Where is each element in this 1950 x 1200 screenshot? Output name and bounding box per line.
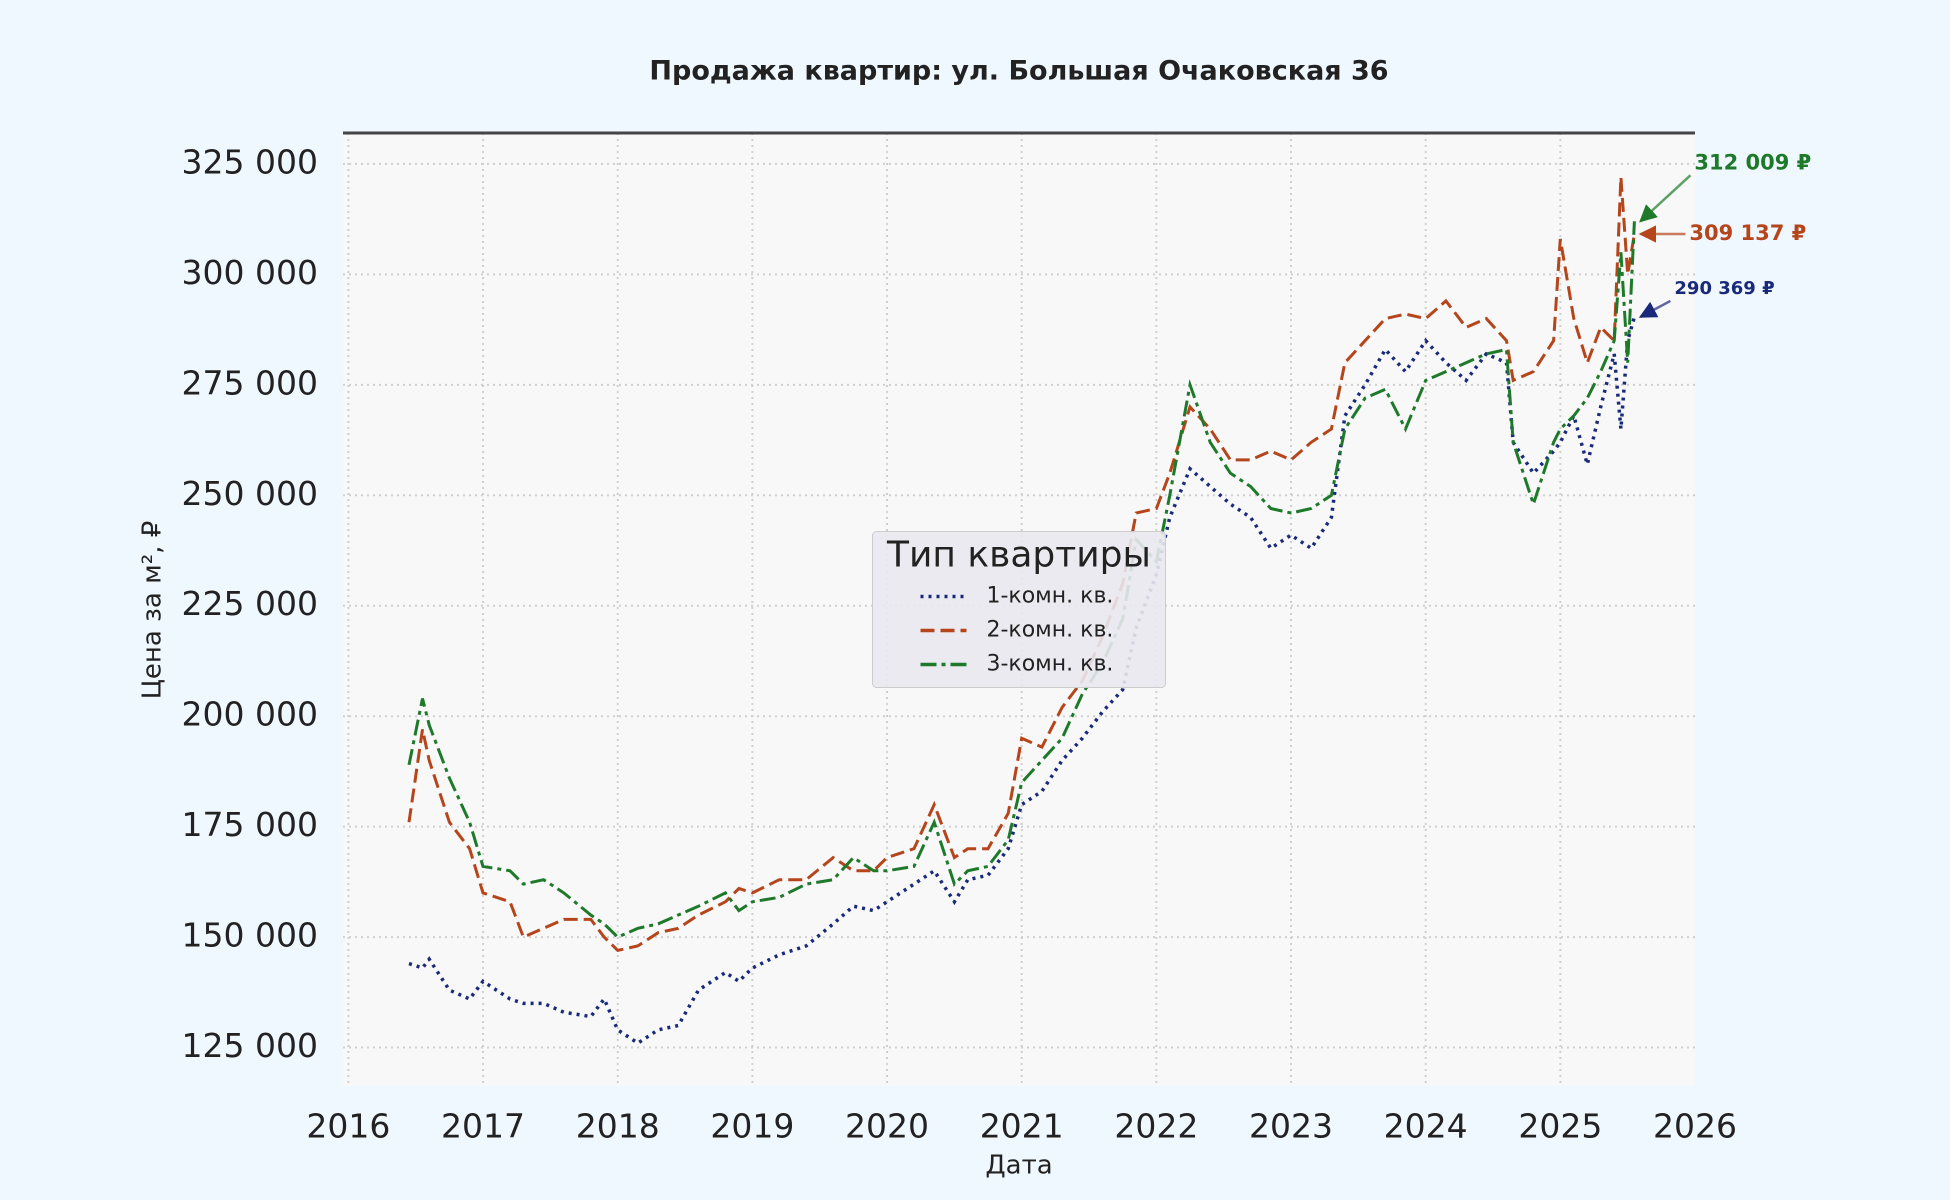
y-tick-label: 300 000 (182, 253, 318, 292)
legend-box (872, 531, 1166, 688)
x-axis-label: Дата (985, 1151, 1052, 1181)
x-tick-label: 2025 (1518, 1107, 1602, 1146)
y-axis-label: Цена за м², ₽ (138, 521, 168, 700)
x-tick-label: 2020 (845, 1107, 929, 1146)
annotation: 312 009 ₽ (1694, 150, 1811, 174)
legend: Тип квартиры 1-комн. кв. 2-комн. кв. 3-комн… (872, 531, 1166, 688)
x-tick-label: 2019 (710, 1107, 794, 1146)
annotation: 290 369 ₽ (1674, 278, 1774, 299)
legend-title: Тип квартиры (886, 535, 1151, 576)
x-tick-label: 2022 (1114, 1107, 1198, 1146)
x-tick-label: 2023 (1249, 1107, 1333, 1146)
x-tick-label: 2021 (980, 1107, 1064, 1146)
legend-label: 2-комн. кв. (987, 618, 1114, 643)
y-tick-label: 150 000 (182, 916, 318, 955)
x-tick-label: 2024 (1384, 1107, 1468, 1146)
x-tick-label: 2017 (441, 1107, 525, 1146)
y-tick-label: 125 000 (182, 1026, 318, 1065)
series-line (408, 316, 1637, 1046)
legend-label: 1-комн. кв. (987, 584, 1114, 609)
y-tick-label: 250 000 (182, 474, 318, 513)
annotation-arrow (1638, 299, 1671, 319)
x-tick-label: 2026 (1653, 1107, 1737, 1146)
y-tick-label: 225 000 (182, 584, 318, 623)
series-line (407, 221, 1636, 939)
y-tick-label: 200 000 (182, 695, 318, 734)
x-tick-label: 2016 (306, 1107, 390, 1146)
y-tick-label: 275 000 (182, 363, 318, 402)
annotation: 309 137 ₽ (1689, 221, 1806, 245)
chart-title: Продажа квартир: ул. Большая Очаковская … (649, 56, 1388, 87)
series-line (407, 177, 1636, 953)
x-tick-label: 2018 (576, 1107, 660, 1146)
annotation-arrow (1639, 174, 1692, 223)
y-tick-label: 325 000 (182, 142, 318, 181)
y-tick-label: 175 000 (182, 805, 318, 844)
legend-label: 3-комн. кв. (987, 652, 1114, 677)
